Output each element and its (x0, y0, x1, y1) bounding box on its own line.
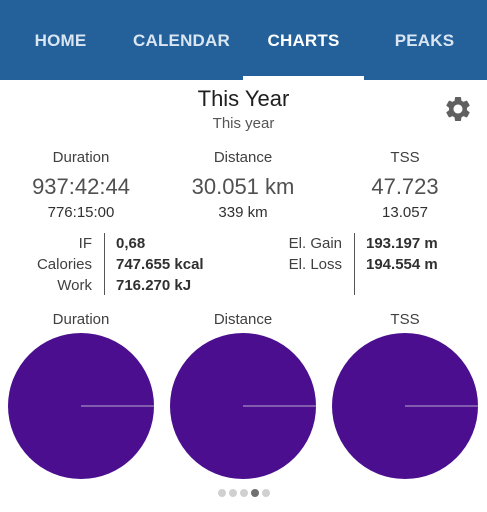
metric-elevation-loss: El. Loss 194.554 m (0, 255, 487, 275)
page-dot[interactable] (228, 489, 237, 497)
stat-tss: TSS 47.723 13.057 (324, 149, 486, 221)
metric-elevation-gain: El. Gain 193.197 m (0, 234, 487, 254)
metric-work: Work 716.270 kJ (0, 276, 487, 296)
stat-duration-value: 937:42:44 (32, 174, 130, 199)
tab-calendar[interactable]: CALENDAR (121, 0, 242, 80)
tab-home-label: HOME (34, 31, 87, 50)
metric-if-value: 0,68 (116, 235, 146, 252)
stat-distance-label: Distance (213, 149, 273, 166)
metric-calories-value: 747.655 kcal (116, 256, 204, 273)
page-dot[interactable] (261, 489, 270, 497)
metric-work-value: 716.270 kJ (116, 277, 192, 294)
tab-peaks-label: PEAKS (394, 31, 455, 50)
stat-duration-sub: 776:15:00 (47, 204, 115, 221)
tab-calendar-label: CALENDAR (133, 31, 230, 50)
metric-if: IF 0,68 (0, 234, 487, 254)
stat-distance: Distance 30.051 km 339 km (162, 149, 324, 221)
metric-elevation-loss-value: 194.554 m (366, 256, 438, 273)
page-subtitle: This year (212, 115, 275, 132)
page-dot-active[interactable] (250, 489, 259, 497)
page-indicator[interactable] (0, 489, 487, 499)
active-tab-indicator (243, 76, 364, 80)
metric-elevation-loss-label: El. Loss (288, 256, 342, 273)
metric-calories: Calories 747.655 kcal (0, 255, 487, 275)
stat-tss-value: 47.723 (371, 174, 439, 199)
gear-icon[interactable] (443, 94, 473, 124)
metric-if-label: IF (78, 235, 92, 252)
page-dot[interactable] (239, 489, 248, 497)
stat-distance-value: 30.051 km (191, 174, 295, 199)
pie-tss-chart[interactable] (332, 333, 478, 479)
stat-duration: Duration 937:42:44 776:15:00 (0, 149, 162, 221)
stat-duration-label: Duration (52, 149, 110, 166)
pie-duration-label: Duration (52, 311, 110, 328)
page-title: This Year (197, 86, 290, 111)
tab-charts[interactable]: CHARTS (243, 0, 364, 80)
metric-elevation-gain-label: El. Gain (288, 235, 342, 252)
top-navigation-bar: HOME CALENDAR CHARTS PEAKS (0, 0, 487, 80)
metrics-left-divider (104, 233, 105, 295)
pie-tss-label: TSS (390, 311, 420, 328)
pie-distance-label: Distance (213, 311, 273, 328)
stat-distance-sub: 339 km (218, 204, 268, 221)
tab-home[interactable]: HOME (0, 0, 121, 80)
stat-tss-sub: 13.057 (382, 204, 428, 221)
tab-charts-label: CHARTS (267, 31, 340, 50)
metric-work-label: Work (57, 277, 92, 294)
page-dot[interactable] (217, 489, 226, 497)
pie-distance-chart[interactable] (170, 333, 316, 479)
pie-duration-chart[interactable] (8, 333, 154, 479)
metric-calories-label: Calories (36, 256, 92, 273)
stat-tss-label: TSS (390, 149, 420, 166)
tab-peaks[interactable]: PEAKS (364, 0, 485, 80)
metrics-right-divider (354, 233, 355, 295)
metric-elevation-gain-value: 193.197 m (366, 235, 438, 252)
